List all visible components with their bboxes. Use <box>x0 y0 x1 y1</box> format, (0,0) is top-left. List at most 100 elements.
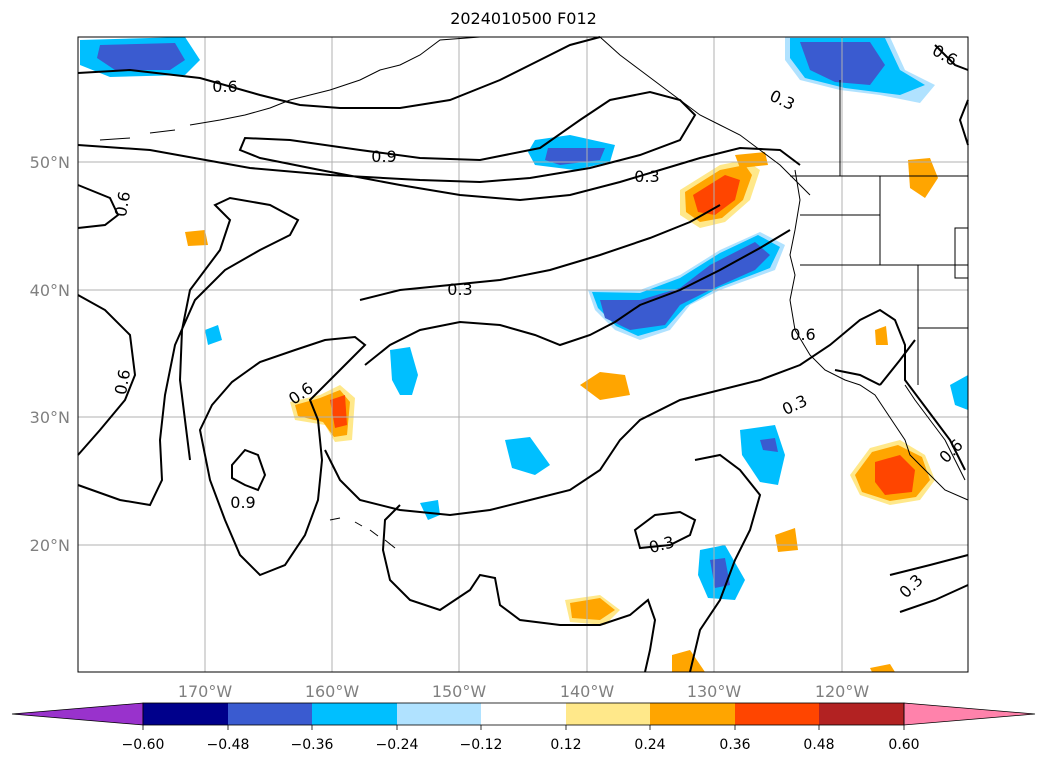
map-frame <box>77 36 969 673</box>
contour-label: 0.6 <box>212 77 237 96</box>
pos-patch <box>875 326 888 345</box>
pos-patch <box>775 528 798 552</box>
baja-peninsula <box>904 384 966 481</box>
colorbar-bin <box>819 703 904 725</box>
colorbar-bin <box>735 703 819 725</box>
lat-label-20n: 20°N <box>30 536 70 555</box>
map-title: 2024010500 F012 <box>450 9 597 28</box>
contour-label: 0.3 <box>647 532 677 557</box>
pos-patch-core <box>330 395 347 428</box>
neg-patch <box>420 500 440 520</box>
colorbar-bin <box>566 703 650 725</box>
contour-line <box>324 308 966 517</box>
contour-line <box>77 294 137 456</box>
colorbar-tick-label: 0.48 <box>803 737 834 753</box>
lon-label-140w: 140°W <box>560 682 615 701</box>
contour-label: 0.3 <box>767 86 798 114</box>
state-borders <box>800 80 969 385</box>
colorbar-tick-label: −0.24 <box>376 737 419 753</box>
colorbar-tick-label: 0.12 <box>550 737 581 753</box>
lon-label-120w: 120°W <box>815 682 870 701</box>
colorbar-bin <box>397 703 481 725</box>
pos-patch <box>908 158 938 198</box>
contour-label: 0.6 <box>111 190 134 218</box>
contour-label: 0.3 <box>895 570 926 601</box>
colorbar-frame <box>142 702 905 726</box>
contour-label: 0.9 <box>371 147 396 166</box>
contour-label: 0.3 <box>447 280 472 299</box>
lat-label-50n: 50°N <box>30 153 70 172</box>
contour-line <box>633 510 697 550</box>
neg-patch-core <box>710 558 730 588</box>
colorbar-tick-label: 0.60 <box>888 737 919 753</box>
alaska-coast <box>289 36 811 196</box>
colorbar-high-extend <box>903 702 1036 726</box>
colorbar: −0.60 −0.48 −0.36 −0.24 −0.12 0.12 0.24 … <box>11 702 1036 753</box>
colorbar-bin <box>143 703 228 725</box>
pos-patch <box>735 152 768 168</box>
colorbar-tick-label: 0.24 <box>634 737 665 753</box>
colorbar-bin <box>312 703 397 725</box>
colorbar-tick-label: −0.12 <box>460 737 503 753</box>
contour-label: 0.9 <box>230 493 255 512</box>
contour-line <box>689 453 762 673</box>
neg-patch-core <box>97 43 185 70</box>
neg-patch-core <box>600 242 770 330</box>
contour-line <box>231 448 267 492</box>
pos-patch <box>185 230 208 246</box>
shaded-anomalies <box>80 37 968 672</box>
contour-line <box>77 184 120 229</box>
pos-patch <box>570 598 615 620</box>
colorbar-low-extend <box>11 702 144 726</box>
lat-label-30n: 30°N <box>30 408 70 427</box>
contour-line <box>889 554 969 576</box>
lon-label-170w: 170°W <box>178 682 233 701</box>
aleutians <box>99 99 291 141</box>
contour-line <box>934 44 969 146</box>
contour-label: 0.3 <box>634 167 659 186</box>
contour-label: 0.3 <box>779 391 810 419</box>
coastlines <box>99 36 969 549</box>
contours <box>77 36 969 673</box>
neg-patch <box>950 375 968 410</box>
colorbar-tick-label: −0.48 <box>207 737 250 753</box>
contour-label: 0.6 <box>111 368 134 396</box>
colorbar-bin <box>650 703 735 725</box>
neg-patch-core <box>545 148 605 165</box>
pos-patch <box>580 372 630 400</box>
na-west-coast <box>789 169 969 501</box>
contour-line <box>77 36 601 109</box>
neg-patch <box>505 437 550 475</box>
lon-label-160w: 160°W <box>305 682 360 701</box>
contour-line <box>77 90 801 202</box>
lon-labels: 170°W 160°W 150°W 140°W 130°W 120°W <box>178 682 870 701</box>
graticule <box>78 37 968 672</box>
colorbar-tick-label: 0.36 <box>719 737 750 753</box>
hawaii <box>329 517 396 549</box>
lat-label-40n: 40°N <box>30 281 70 300</box>
lon-label-130w: 130°W <box>687 682 742 701</box>
contour-line <box>359 204 791 366</box>
contour-label: 0.6 <box>790 325 815 344</box>
pos-patch-core <box>693 175 740 215</box>
contour-line <box>198 335 367 577</box>
colorbar-bin <box>481 703 566 725</box>
pos-patch-core <box>875 455 915 495</box>
contour-line <box>834 339 916 386</box>
neg-patch <box>740 425 785 485</box>
pos-patch <box>870 664 895 672</box>
colorbar-tick-label: −0.60 <box>122 737 165 753</box>
colorbar-tick-label: −0.36 <box>291 737 334 753</box>
lat-labels: 50°N 40°N 30°N 20°N <box>30 153 70 555</box>
pos-patch <box>672 650 705 672</box>
neg-patch <box>205 325 222 345</box>
neg-patch <box>390 347 418 395</box>
colorbar-bin <box>228 703 312 725</box>
lon-label-150w: 150°W <box>432 682 487 701</box>
neg-patch-core <box>760 438 778 452</box>
contour-line <box>381 504 657 673</box>
contour-line <box>77 196 300 507</box>
contour-line <box>899 584 969 613</box>
contour-labels: 0.6 0.9 0.3 0.6 0.6 0.3 0.6 0.6 0.9 0.6 … <box>111 41 967 602</box>
